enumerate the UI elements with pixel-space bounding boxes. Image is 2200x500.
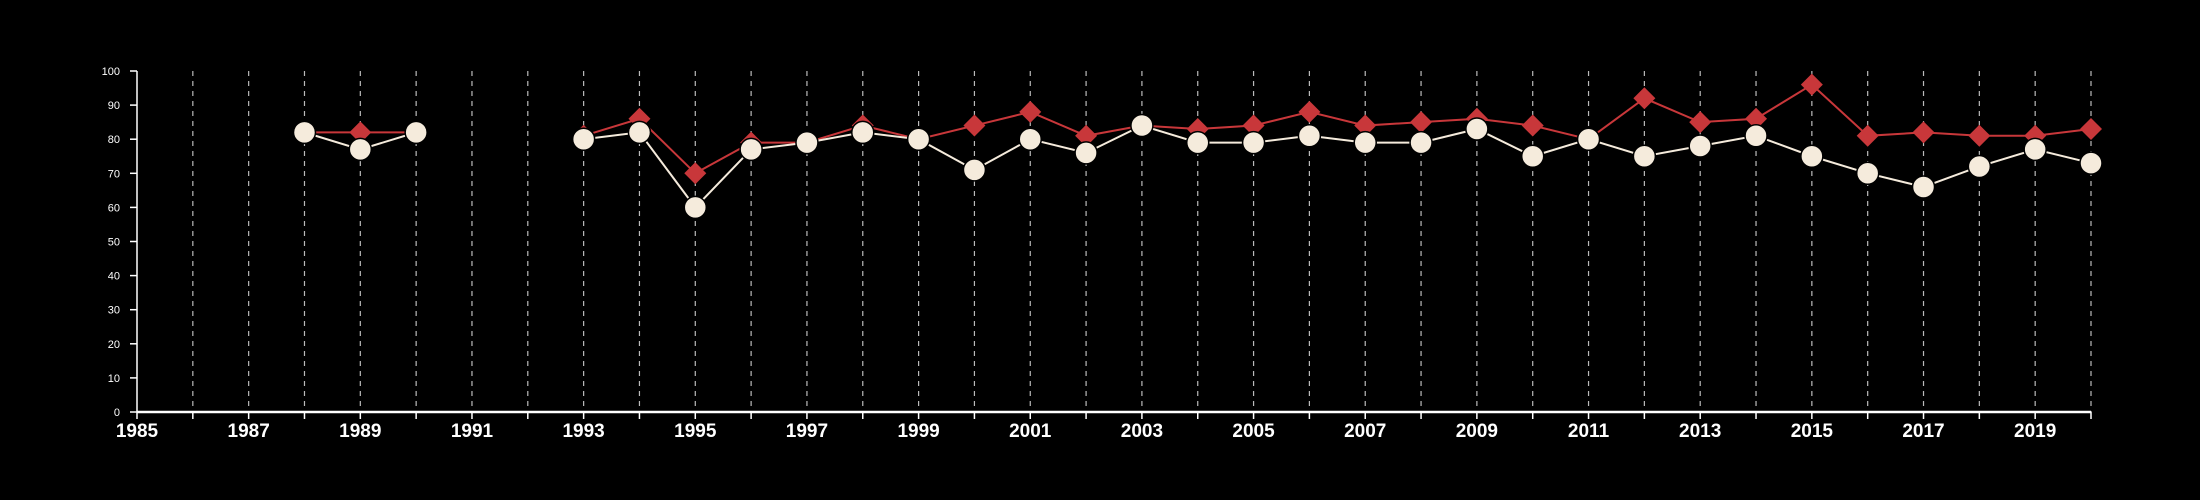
x-tick-label: 2013 — [1679, 421, 1721, 442]
axes: 0 10 20 30 40 50 60 70 80 90 100 1985 1987 1989 1991 19… — [102, 66, 2092, 442]
x-tick-label: 1985 — [116, 421, 159, 442]
data-point — [2023, 137, 2047, 162]
data-point — [1354, 114, 1377, 137]
y-tick-label: 40 — [108, 271, 120, 283]
x-tick-label: 1991 — [451, 421, 494, 442]
y-tick-label: 0 — [114, 407, 120, 419]
data-point — [795, 130, 819, 155]
y-tick-label: 10 — [108, 373, 120, 385]
data-point — [349, 121, 372, 144]
data-point — [1298, 100, 1321, 123]
data-point — [963, 114, 986, 137]
data-point — [1185, 130, 1210, 155]
x-tick-label: 1987 — [228, 421, 270, 442]
data-point — [292, 120, 317, 145]
data-point — [1745, 107, 1768, 130]
x-tick-label: 2003 — [1121, 421, 1163, 442]
y-tick-label: 70 — [108, 168, 120, 180]
x-tick-label: 1997 — [786, 421, 828, 442]
data-point — [1521, 114, 1544, 137]
data-point — [1242, 114, 1265, 137]
series-line — [583, 124, 2092, 209]
data-point — [1353, 130, 1377, 155]
x-tick-label: 2005 — [1232, 421, 1275, 442]
y-tick-label: 80 — [108, 134, 120, 146]
data-point — [906, 127, 931, 151]
x-tick-label: 2017 — [1902, 421, 1944, 442]
data-point — [1855, 161, 1880, 186]
y-tick-label: 20 — [108, 339, 120, 351]
x-tick-label: 2019 — [2014, 421, 2056, 442]
y-tick-label: 60 — [108, 202, 120, 214]
grid-lines — [192, 71, 2092, 412]
data-point — [571, 127, 596, 151]
x-tick-label: 2001 — [1009, 421, 1052, 442]
data-point — [348, 137, 373, 162]
data-point — [962, 158, 987, 182]
data-point — [1632, 144, 1657, 168]
x-tick-label: 1999 — [897, 421, 939, 442]
data-point — [1744, 124, 1768, 148]
data-point — [1410, 111, 1433, 134]
data-point — [739, 137, 763, 162]
x-tick-label: 1993 — [562, 421, 604, 442]
data-point — [1520, 144, 1545, 168]
data-point — [1967, 154, 1992, 179]
data-point — [1241, 130, 1266, 155]
x-tick-label: 1989 — [339, 421, 381, 442]
data-point — [628, 107, 651, 130]
data-point — [1911, 175, 1936, 199]
data-point — [1074, 141, 1098, 165]
data-point — [627, 120, 652, 145]
series-1 — [293, 73, 2102, 185]
y-tick-label: 30 — [108, 305, 120, 317]
data-point — [1689, 111, 1712, 134]
y-tick-label: 90 — [108, 100, 120, 112]
data-point — [1800, 73, 1823, 96]
data-point — [683, 195, 708, 220]
data-point — [1912, 121, 1935, 144]
data-point — [1075, 124, 1098, 147]
data-point — [404, 120, 428, 145]
data-point — [1465, 117, 1489, 141]
data-point — [1130, 113, 1154, 138]
data-point — [1856, 124, 1879, 147]
data-point — [684, 162, 707, 185]
data-point — [1018, 127, 1043, 151]
data-point — [2079, 151, 2103, 175]
x-tick-label: 2007 — [1344, 421, 1386, 442]
data-point — [2080, 117, 2102, 140]
series-2 — [292, 113, 2103, 220]
data-point — [1800, 144, 1824, 168]
x-tick-label: 2009 — [1456, 421, 1498, 442]
data-point — [1968, 124, 1991, 147]
data-point — [1019, 100, 1042, 123]
data-point — [1297, 124, 1322, 148]
x-tick-label: 2015 — [1791, 421, 1834, 442]
series-line — [583, 83, 2092, 175]
data-point — [1633, 87, 1656, 110]
data-point — [1688, 134, 1712, 158]
y-tick-label: 50 — [108, 237, 120, 249]
data-point — [1409, 130, 1433, 155]
x-tick-label: 2011 — [1568, 421, 1610, 442]
x-tick-label: 1995 — [674, 421, 717, 442]
y-tick-label: 100 — [102, 66, 120, 78]
data-series — [292, 73, 2103, 220]
data-point — [1576, 127, 1601, 151]
data-point — [851, 120, 875, 145]
